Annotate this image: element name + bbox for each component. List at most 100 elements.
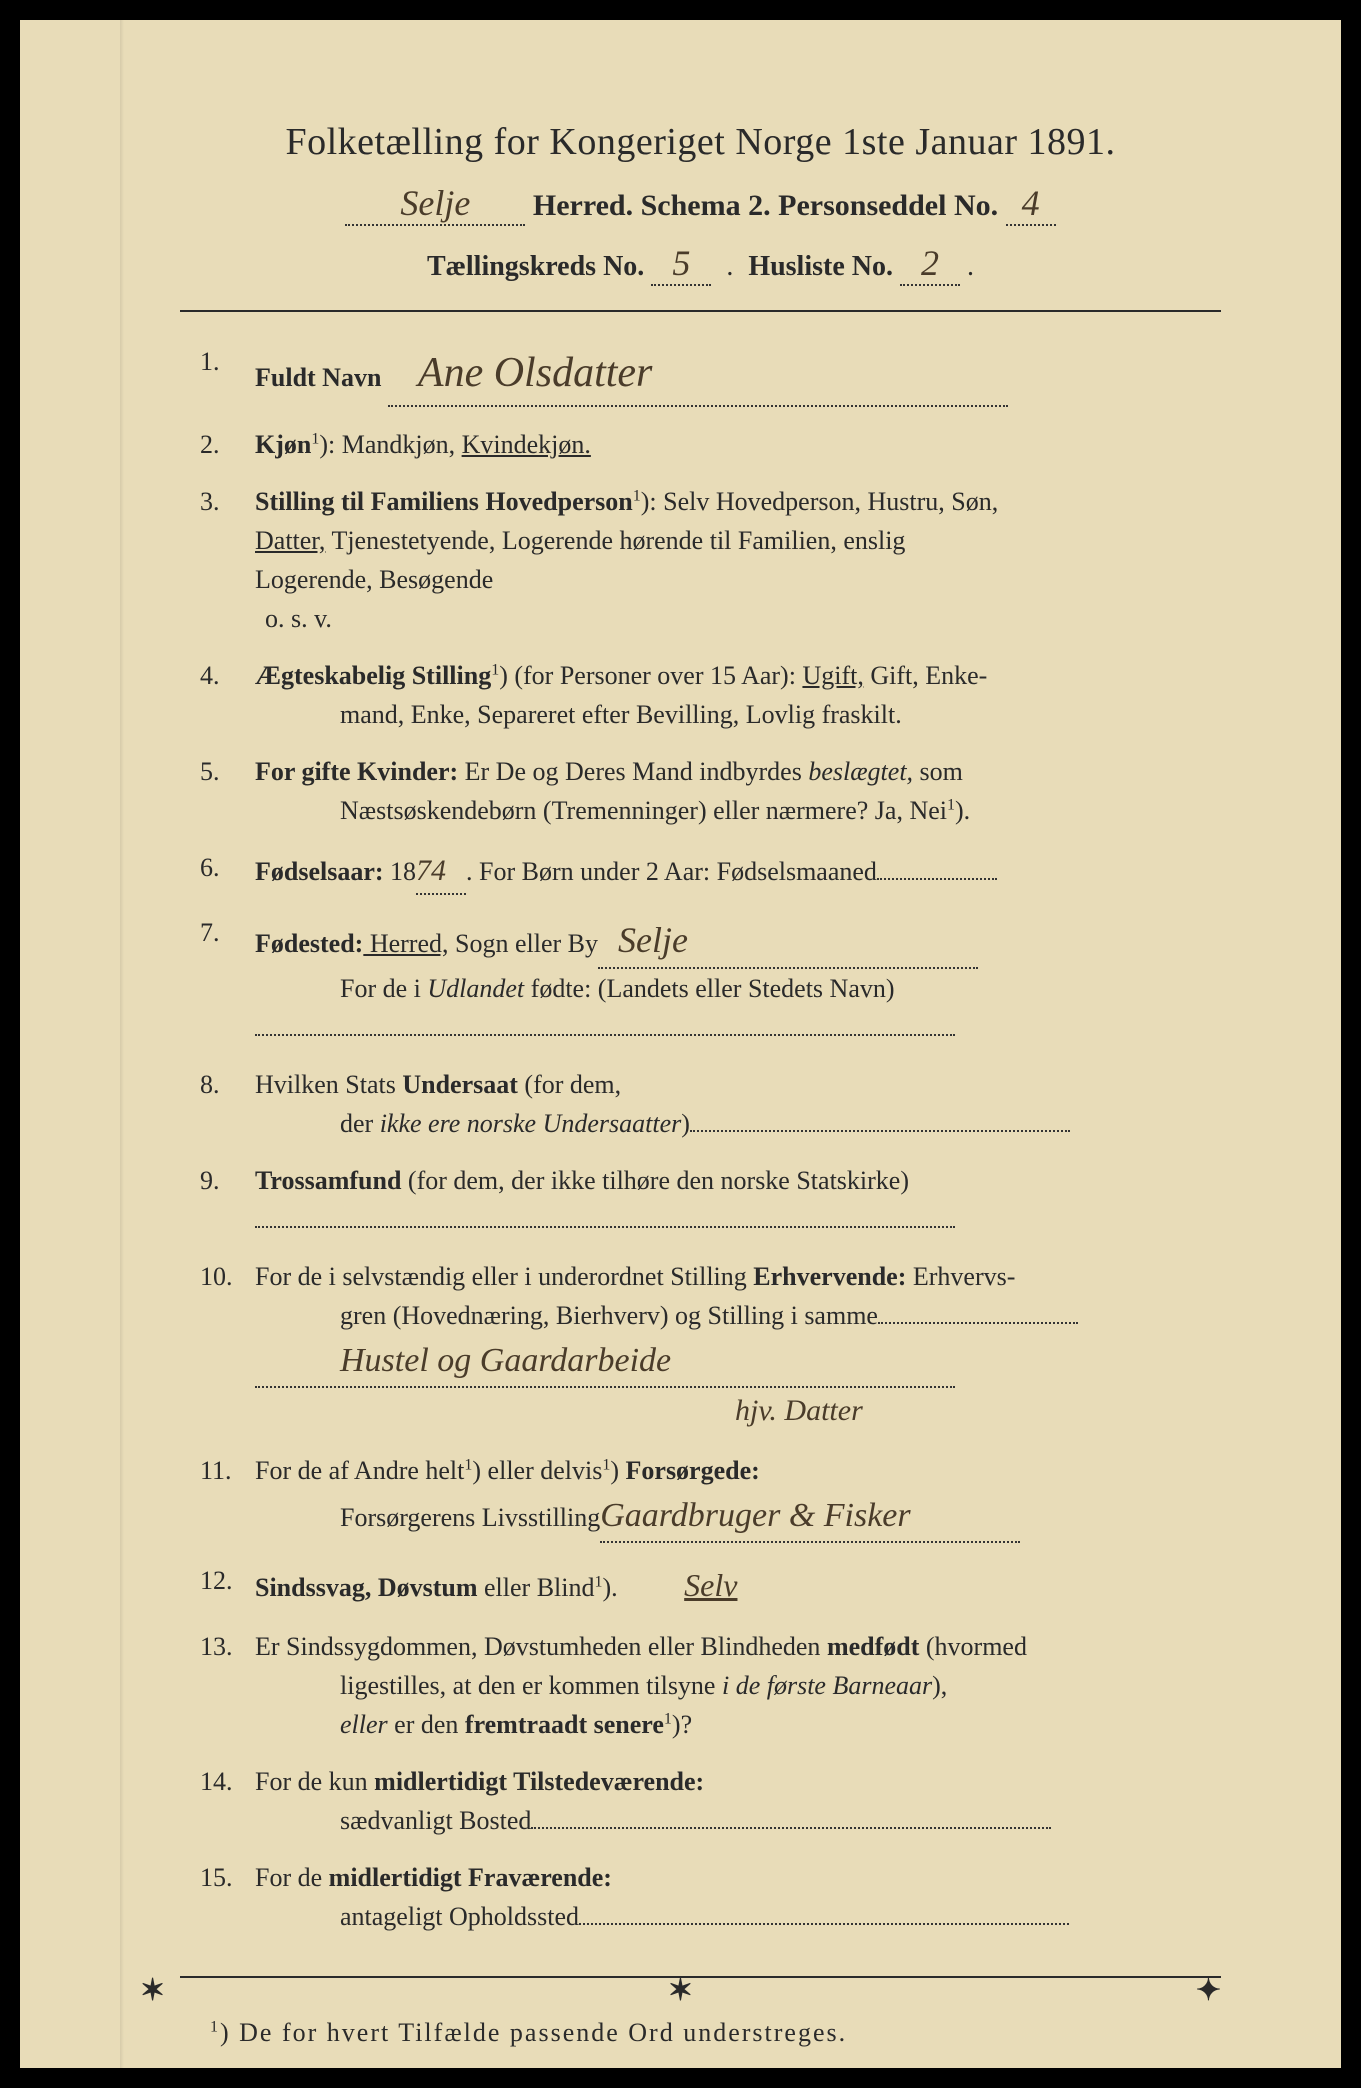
subheader-line2: Tællingskreds No. 5 . Husliste No. 2 . bbox=[180, 242, 1221, 286]
year-field: 74 bbox=[416, 848, 466, 895]
schema-label: Schema 2. bbox=[641, 189, 771, 222]
forsorger-field: Gaardbruger & Fisker bbox=[600, 1490, 1020, 1543]
row-7-line2: For de i bbox=[255, 974, 427, 1003]
row-4-sup: 1 bbox=[491, 661, 499, 678]
row-9-label: Trossamfund bbox=[255, 1166, 401, 1195]
row-11-text2: ) eller delvis bbox=[472, 1456, 602, 1485]
row-14-num: 14. bbox=[200, 1762, 255, 1840]
row-8-line2: der bbox=[255, 1109, 380, 1138]
row-8-num: 8. bbox=[200, 1065, 255, 1143]
stilling-hw1: Hustel og Gaardarbeide bbox=[340, 1335, 671, 1386]
row-4: 4. Ægteskabelig Stilling1) (for Personer… bbox=[200, 656, 1221, 734]
row-8-italic1: ikke ere norske Undersaatter bbox=[380, 1109, 682, 1138]
row-11-content: For de af Andre helt1) eller delvis1) Fo… bbox=[255, 1451, 1221, 1543]
row-6-prefix: 18 bbox=[384, 857, 417, 886]
row-3-content: Stilling til Familiens Hovedperson1): Se… bbox=[255, 482, 1221, 638]
personseddel-label: Personseddel No. bbox=[778, 189, 998, 222]
row-4-num: 4. bbox=[200, 656, 255, 734]
row-4-label: Ægteskabelig Stilling bbox=[255, 661, 491, 690]
row-6-label: Fødselsaar: bbox=[255, 857, 384, 886]
row-11: 11. For de af Andre helt1) eller delvis1… bbox=[200, 1451, 1221, 1543]
row-14: 14. For de kun midlertidigt Tilstedevære… bbox=[200, 1762, 1221, 1840]
place-field: Selje bbox=[598, 913, 978, 969]
row-3-label: Stilling til Familiens Hovedperson bbox=[255, 487, 633, 516]
foreign-field bbox=[255, 1034, 955, 1036]
row-15-line2: antageligt Opholdssted bbox=[255, 1902, 579, 1931]
row-13-line2b: ), bbox=[932, 1671, 947, 1700]
row-10-content: For de i selvstændig eller i underordnet… bbox=[255, 1257, 1221, 1433]
row-5-text2: som bbox=[913, 757, 963, 786]
row-7-italic1: Udlandet bbox=[427, 974, 524, 1003]
row-1-content: Fuldt Navn Ane Olsdatter bbox=[255, 342, 1221, 407]
row-9-content: Trossamfund (for dem, der ikke tilhøre d… bbox=[255, 1161, 1221, 1239]
form-title: Folketælling for Kongeriget Norge 1ste J… bbox=[180, 120, 1221, 164]
row-6: 6. Fødselsaar: 1874. For Børn under 2 Aa… bbox=[200, 848, 1221, 895]
row-2-label: Kjøn bbox=[255, 430, 311, 459]
row-4-text2: Gift, Enke- bbox=[864, 661, 987, 690]
row-9-num: 9. bbox=[200, 1161, 255, 1239]
husliste-no-hw: 2 bbox=[921, 242, 939, 284]
row-4-content: Ægteskabelig Stilling1) (for Personer ov… bbox=[255, 656, 1221, 734]
census-form-page: Folketælling for Kongeriget Norge 1ste J… bbox=[20, 20, 1341, 2068]
row-5-num: 5. bbox=[200, 752, 255, 830]
husliste-label: Husliste No. bbox=[748, 251, 893, 282]
row-15-label: midlertidigt Fraværende: bbox=[329, 1863, 612, 1892]
row-4-line2: mand, Enke, Separeret efter Bevilling, L… bbox=[255, 700, 902, 729]
row-7-content: Fødested: Herred, Sogn eller BySelje For… bbox=[255, 913, 1221, 1047]
row-13-line3c: )? bbox=[672, 1710, 692, 1739]
corner-mark-center: ✶ bbox=[668, 1973, 693, 2008]
row-12-num: 12. bbox=[200, 1561, 255, 1609]
row-3-line4: o. s. v. bbox=[255, 604, 332, 633]
subheader-line1: Selje Herred. Schema 2. Personseddel No.… bbox=[180, 182, 1221, 226]
herred-label: Herred. bbox=[533, 189, 633, 222]
corner-mark-left: ✶ bbox=[140, 1973, 165, 2008]
forsorger-hw: Gaardbruger & Fisker bbox=[600, 1490, 910, 1541]
row-4-selected: Ugift, bbox=[802, 661, 863, 690]
row-2-selected: Kvindekjøn. bbox=[462, 430, 591, 459]
row-2-options: ): Mandkjøn, bbox=[319, 430, 461, 459]
month-field bbox=[877, 878, 997, 880]
row-13: 13. Er Sindssygdommen, Døvstumheden elle… bbox=[200, 1627, 1221, 1744]
row-8-text1: Hvilken Stats bbox=[255, 1070, 402, 1099]
row-5: 5. For gifte Kvinder: Er De og Deres Man… bbox=[200, 752, 1221, 830]
row-15-text1: For de bbox=[255, 1863, 329, 1892]
undersaat-field bbox=[690, 1130, 1070, 1132]
taellingskreds-label: Tællingskreds No. bbox=[427, 251, 644, 282]
taellingskreds-field: 5 bbox=[651, 242, 711, 286]
row-3-line3: Logerende, Besøgende bbox=[255, 565, 493, 594]
form-header: Folketælling for Kongeriget Norge 1ste J… bbox=[180, 120, 1221, 286]
row-11-line2: Forsørgerens Livsstilling bbox=[255, 1503, 600, 1532]
row-8-text2: (for dem, bbox=[518, 1070, 621, 1099]
row-14-label: midlertidigt Tilstedeværende: bbox=[374, 1767, 704, 1796]
row-3-selected: Datter, bbox=[255, 526, 325, 555]
row-4-text1: ) (for Personer over 15 Aar): bbox=[499, 661, 802, 690]
row-7-label: Fødested: bbox=[255, 929, 363, 958]
row-12-hw: Selv bbox=[684, 1561, 737, 1609]
row-8-content: Hvilken Stats Undersaat (for dem, der ik… bbox=[255, 1065, 1221, 1143]
row-1: 1. Fuldt Navn Ane Olsdatter bbox=[200, 342, 1221, 407]
personseddel-no-hw: 4 bbox=[1022, 182, 1040, 224]
name-hw: Ane Olsdatter bbox=[388, 342, 652, 405]
row-12-content: Sindssvag, Døvstum eller Blind1). Selv bbox=[255, 1561, 1221, 1609]
opholdssted-field bbox=[579, 1923, 1069, 1925]
header-rule bbox=[180, 310, 1221, 312]
row-15-num: 15. bbox=[200, 1858, 255, 1936]
corner-mark-right: ✦ bbox=[1196, 1973, 1221, 2008]
row-6-num: 6. bbox=[200, 848, 255, 895]
row-2-num: 2. bbox=[200, 425, 255, 464]
footnote: 1) De for hvert Tilfælde passende Ord un… bbox=[180, 2018, 1221, 2048]
row-3: 3. Stilling til Familiens Hovedperson1):… bbox=[200, 482, 1221, 638]
row-12: 12. Sindssvag, Døvstum eller Blind1). Se… bbox=[200, 1561, 1221, 1609]
taellingskreds-no-hw: 5 bbox=[672, 242, 690, 284]
husliste-field: 2 bbox=[900, 242, 960, 286]
row-13-line3a: eller bbox=[255, 1710, 388, 1739]
row-13-line2: ligestilles, at den er kommen tilsyne bbox=[255, 1671, 722, 1700]
row-7-selected: Herred, bbox=[363, 929, 448, 958]
row-10-text1: For de i selvstændig eller i underordnet… bbox=[255, 1262, 753, 1291]
year-hw: 74 bbox=[416, 848, 446, 893]
period2: . bbox=[967, 251, 974, 282]
row-8-line2b: ) bbox=[681, 1109, 690, 1138]
personseddel-no-field: 4 bbox=[1006, 182, 1056, 226]
row-7: 7. Fødested: Herred, Sogn eller BySelje … bbox=[200, 913, 1221, 1047]
row-13-content: Er Sindssygdommen, Døvstumheden eller Bl… bbox=[255, 1627, 1221, 1744]
